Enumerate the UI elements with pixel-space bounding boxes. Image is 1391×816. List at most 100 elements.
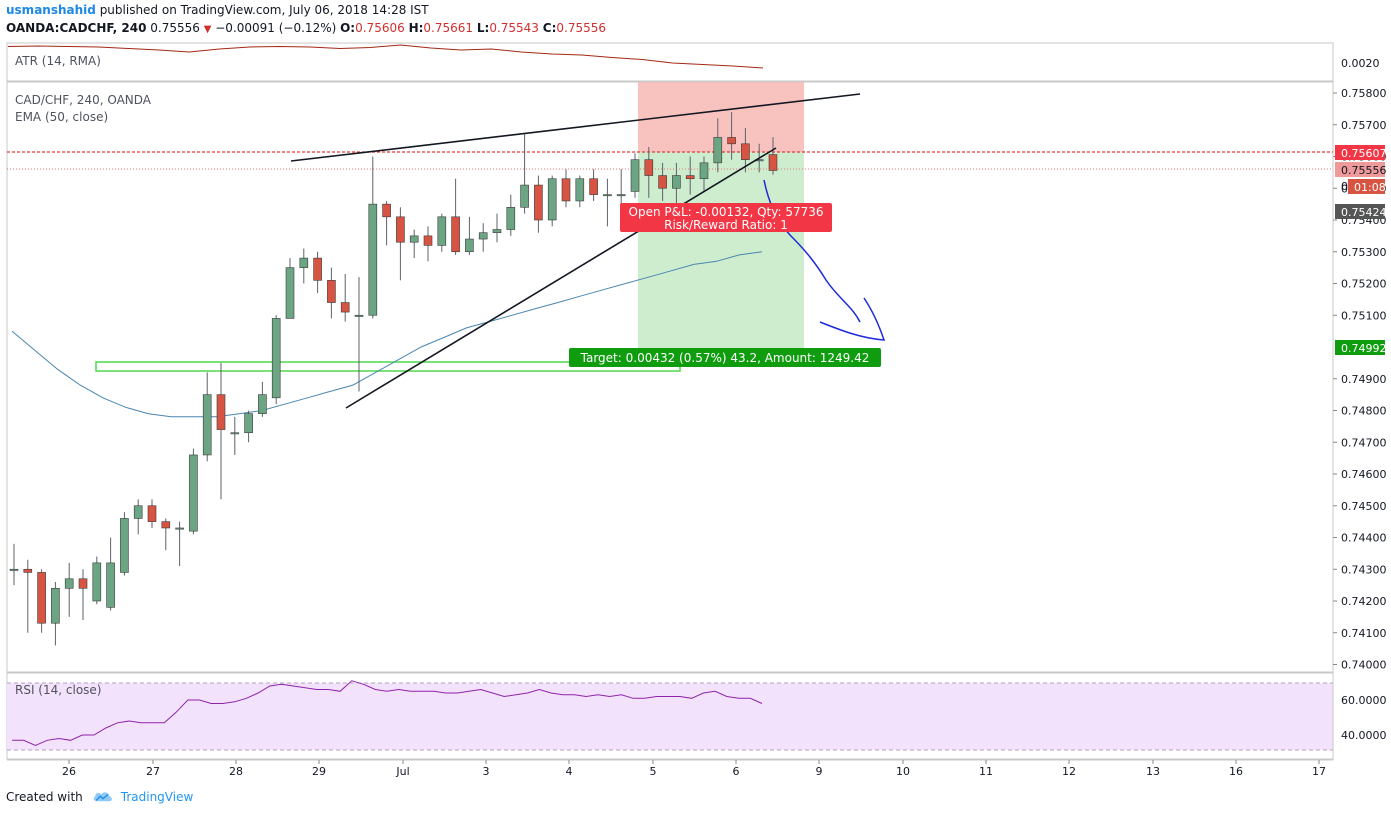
candle[interactable] <box>423 226 433 262</box>
last-price: 0.75556 <box>150 21 200 35</box>
candle-body <box>727 137 736 145</box>
high-value: 0.75661 <box>423 21 474 35</box>
price-tick-label: 0.74500 <box>1341 500 1387 513</box>
candle-body <box>423 235 433 246</box>
rsi-line[interactable] <box>12 680 763 747</box>
candle[interactable] <box>161 518 171 551</box>
candle[interactable] <box>120 512 129 576</box>
candle[interactable] <box>547 175 557 227</box>
rsi-axis-tick-60: 60.0000 <box>1341 694 1387 707</box>
candle-body <box>437 216 447 246</box>
price-change: −0.00091 (−0.12%) <box>215 21 337 35</box>
rsi-axis-tick-40: 40.0000 <box>1341 729 1387 742</box>
candle[interactable] <box>368 156 378 319</box>
main-legend-ema[interactable]: EMA (50, close) <box>15 110 108 124</box>
candle[interactable] <box>644 146 654 198</box>
candle[interactable] <box>299 248 309 284</box>
candle-body <box>616 194 626 197</box>
target-label: Target: 0.00432 (0.57%) 43.2, Amount: 12… <box>580 351 870 365</box>
candle[interactable] <box>451 178 460 255</box>
candle[interactable] <box>478 223 488 252</box>
candle[interactable] <box>561 169 571 208</box>
footer: Created with TradingView <box>6 790 193 804</box>
price-tick-label: 0.75200 <box>1341 278 1387 291</box>
candle[interactable] <box>313 251 322 294</box>
atr-legend[interactable]: ATR (14, RMA) <box>15 54 101 68</box>
candle[interactable] <box>658 162 667 201</box>
candle-body <box>713 137 723 164</box>
tradingview-brand-link[interactable]: TradingView <box>120 790 194 804</box>
candle[interactable] <box>202 372 212 462</box>
upper-trendline[interactable] <box>290 93 861 162</box>
candle[interactable] <box>396 207 405 281</box>
candle[interactable] <box>741 127 750 173</box>
candle[interactable] <box>506 194 516 236</box>
candle[interactable] <box>271 315 281 405</box>
candle[interactable] <box>51 581 60 646</box>
atr-line[interactable] <box>7 44 764 69</box>
candle-body <box>644 159 654 176</box>
rsi-band <box>7 683 1333 750</box>
candle[interactable] <box>189 448 198 535</box>
candle[interactable] <box>216 362 226 500</box>
candle[interactable] <box>23 559 33 633</box>
rsi-legend[interactable]: RSI (14, close) <box>15 683 101 697</box>
tradingview-cloud-icon <box>93 792 112 802</box>
candle-body <box>478 232 488 240</box>
candle[interactable] <box>92 556 102 605</box>
candle[interactable] <box>258 381 267 417</box>
candle[interactable] <box>685 156 695 195</box>
candle[interactable] <box>133 499 143 535</box>
candle[interactable] <box>534 175 543 233</box>
candle[interactable] <box>727 112 736 160</box>
candle[interactable] <box>589 169 598 201</box>
candle[interactable] <box>175 521 184 567</box>
candle[interactable] <box>409 229 419 259</box>
author-link[interactable]: usmanshahid <box>6 3 96 17</box>
candle-body <box>451 216 460 253</box>
candle[interactable] <box>244 410 253 443</box>
time-tick-label: 28 <box>229 765 243 778</box>
candle[interactable] <box>230 416 240 455</box>
candle[interactable] <box>37 569 46 633</box>
candle[interactable] <box>630 153 640 198</box>
candle[interactable] <box>354 277 364 392</box>
time-tick-label: 3 <box>483 765 490 778</box>
candle[interactable] <box>603 178 612 227</box>
candle[interactable] <box>382 200 391 246</box>
candle[interactable] <box>9 543 19 586</box>
projection-arrowhead[interactable] <box>819 297 886 341</box>
candle[interactable] <box>465 216 474 255</box>
main-legend-symbol[interactable]: CAD/CHF, 240, OANDA <box>15 93 152 107</box>
candle[interactable] <box>147 499 157 528</box>
atr-pane[interactable] <box>6 42 1334 82</box>
candle-body <box>534 184 543 221</box>
candle[interactable] <box>78 569 88 621</box>
candle[interactable] <box>437 213 447 252</box>
candle-body <box>271 318 281 399</box>
last-price-badge-text: 0.75556 <box>1341 164 1387 177</box>
candle[interactable] <box>285 258 295 319</box>
candle-body <box>589 178 598 195</box>
ema-line[interactable] <box>11 251 763 418</box>
candle[interactable] <box>520 134 529 214</box>
candle[interactable] <box>64 562 74 617</box>
candle[interactable] <box>327 267 336 319</box>
candle[interactable] <box>768 137 778 175</box>
low-value: 0.75543 <box>489 21 539 35</box>
price-tick-label: 0.75100 <box>1341 309 1387 322</box>
candle-body <box>189 454 198 532</box>
candle-body <box>285 267 295 319</box>
candle[interactable] <box>106 537 115 611</box>
candle-body <box>64 578 74 589</box>
lower-trendline[interactable] <box>345 147 777 409</box>
candle-body <box>230 432 240 435</box>
candle[interactable] <box>713 118 723 173</box>
candle[interactable] <box>699 156 709 192</box>
candle[interactable] <box>340 273 350 322</box>
candle[interactable] <box>672 162 681 205</box>
candle-body <box>92 562 102 602</box>
candle[interactable] <box>492 213 502 243</box>
candle[interactable] <box>575 175 585 208</box>
